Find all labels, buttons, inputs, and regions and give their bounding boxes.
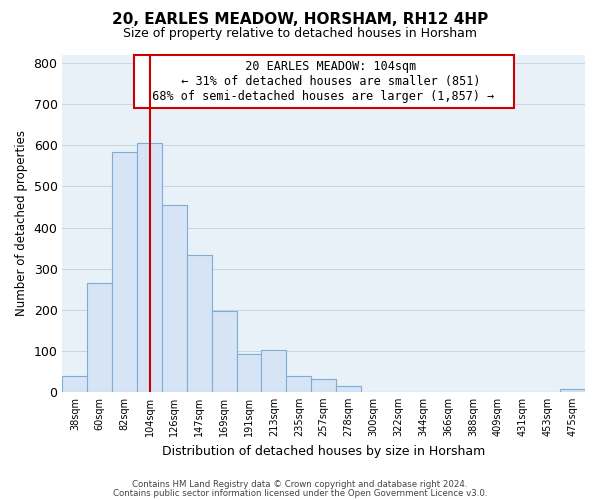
Bar [311,378,336,392]
Text: Size of property relative to detached houses in Horsham: Size of property relative to detached ho… [123,28,477,40]
Bar [336,386,361,392]
Bar [560,388,585,392]
Bar [162,205,187,392]
Y-axis label: Number of detached properties: Number of detached properties [15,130,28,316]
Bar [236,354,262,392]
Bar [62,376,88,392]
Text: Contains HM Land Registry data © Crown copyright and database right 2024.: Contains HM Land Registry data © Crown c… [132,480,468,489]
Bar [187,255,212,392]
Bar [212,311,236,392]
Bar [137,144,162,392]
Text: Contains public sector information licensed under the Open Government Licence v3: Contains public sector information licen… [113,488,487,498]
Text: 20 EARLES MEADOW: 104sqm
  ← 31% of detached houses are smaller (851)
  68% of s: 20 EARLES MEADOW: 104sqm ← 31% of detach… [139,60,509,103]
Bar [88,283,112,392]
Bar [112,152,137,392]
X-axis label: Distribution of detached houses by size in Horsham: Distribution of detached houses by size … [162,444,485,458]
Text: 20, EARLES MEADOW, HORSHAM, RH12 4HP: 20, EARLES MEADOW, HORSHAM, RH12 4HP [112,12,488,28]
Bar [286,376,311,392]
Bar [262,350,286,392]
